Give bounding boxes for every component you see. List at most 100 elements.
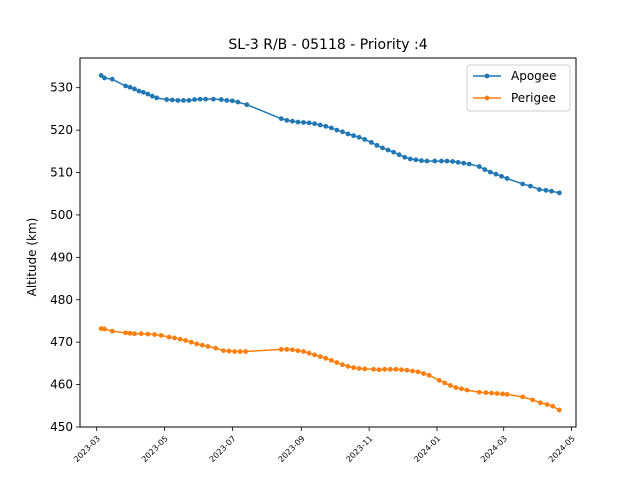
data-point-apogee bbox=[385, 147, 391, 153]
data-point-perigee bbox=[188, 339, 194, 345]
data-point-apogee bbox=[380, 145, 385, 151]
y-tick-label: 480 bbox=[50, 293, 73, 307]
data-point-apogee bbox=[244, 102, 250, 108]
data-point-apogee bbox=[186, 98, 192, 103]
data-point-perigee bbox=[489, 390, 494, 396]
data-point-apogee bbox=[197, 96, 203, 102]
data-point-perigee bbox=[145, 331, 151, 337]
data-point-apogee bbox=[419, 158, 424, 164]
y-tick-label: 450 bbox=[50, 420, 73, 434]
data-point-apogee bbox=[549, 188, 554, 194]
data-point-perigee bbox=[415, 369, 421, 375]
data-point-perigee bbox=[436, 377, 442, 383]
data-point-apogee bbox=[362, 137, 368, 142]
data-point-perigee bbox=[152, 332, 157, 337]
data-point-apogee bbox=[528, 183, 533, 189]
data-point-apogee bbox=[476, 164, 482, 169]
y-tick-label: 530 bbox=[50, 81, 73, 95]
series-layer bbox=[98, 72, 562, 413]
data-point-perigee bbox=[371, 366, 376, 372]
data-point-apogee bbox=[154, 95, 160, 101]
data-point-perigee bbox=[382, 366, 388, 372]
data-point-apogee bbox=[203, 96, 209, 102]
data-point-perigee bbox=[199, 342, 205, 348]
data-point-apogee bbox=[556, 190, 562, 196]
data-point-apogee bbox=[368, 140, 374, 145]
data-point-apogee bbox=[487, 169, 493, 175]
data-point-apogee bbox=[391, 149, 397, 155]
data-point-apogee bbox=[278, 116, 284, 122]
data-point-perigee bbox=[127, 330, 133, 336]
data-point-perigee bbox=[504, 391, 510, 397]
data-point-perigee bbox=[194, 341, 200, 347]
data-point-apogee bbox=[218, 97, 224, 102]
data-point-perigee bbox=[323, 355, 329, 361]
data-point-apogee bbox=[169, 97, 175, 103]
data-point-perigee bbox=[328, 358, 334, 363]
data-point-apogee bbox=[175, 98, 181, 103]
data-point-apogee bbox=[102, 75, 107, 81]
y-tick-label: 500 bbox=[50, 208, 73, 222]
data-point-apogee bbox=[224, 98, 230, 103]
data-point-perigee bbox=[530, 397, 536, 403]
legend-label-apogee: Apogee bbox=[511, 69, 557, 83]
data-point-perigee bbox=[221, 348, 226, 354]
data-point-apogee bbox=[424, 158, 430, 164]
data-point-perigee bbox=[464, 387, 470, 393]
data-point-perigee bbox=[387, 366, 393, 372]
data-point-apogee bbox=[444, 158, 450, 164]
y-axis: 450 460 470 480 490 500 510 520 530 bbox=[50, 81, 80, 434]
data-point-apogee bbox=[413, 157, 419, 163]
data-point-apogee bbox=[317, 122, 323, 128]
data-point-perigee bbox=[158, 332, 164, 338]
data-point-perigee bbox=[538, 400, 543, 406]
data-point-apogee bbox=[493, 171, 499, 177]
data-point-apogee bbox=[323, 123, 329, 129]
data-point-perigee bbox=[550, 403, 556, 409]
data-point-apogee bbox=[407, 156, 413, 162]
data-point-apogee bbox=[295, 119, 301, 125]
data-point-perigee bbox=[177, 336, 183, 342]
data-point-apogee bbox=[356, 134, 362, 140]
data-point-perigee bbox=[340, 362, 345, 368]
data-point-apogee bbox=[123, 83, 128, 89]
axes-frame bbox=[79, 57, 577, 428]
data-point-perigee bbox=[376, 367, 382, 373]
data-point-apogee bbox=[543, 187, 549, 193]
data-point-apogee bbox=[301, 120, 306, 125]
data-point-perigee bbox=[109, 328, 115, 334]
data-point-perigee bbox=[426, 372, 432, 378]
data-point-perigee bbox=[356, 366, 362, 371]
data-point-apogee bbox=[455, 159, 461, 165]
data-point-apogee bbox=[136, 88, 142, 94]
data-point-perigee bbox=[166, 334, 172, 340]
data-point-perigee bbox=[334, 360, 340, 365]
data-point-apogee bbox=[312, 121, 318, 127]
data-point-apogee bbox=[127, 84, 133, 90]
plot-area bbox=[79, 57, 577, 428]
data-point-perigee bbox=[556, 407, 562, 413]
data-point-apogee bbox=[284, 117, 290, 123]
legend-marker-apogee bbox=[484, 73, 490, 79]
data-point-perigee bbox=[483, 390, 489, 396]
data-point-perigee bbox=[290, 347, 295, 353]
data-point-perigee bbox=[312, 352, 318, 358]
y-tick-label: 490 bbox=[50, 250, 73, 264]
data-point-perigee bbox=[442, 380, 448, 386]
data-point-perigee bbox=[183, 338, 189, 343]
data-point-apogee bbox=[132, 86, 137, 92]
data-point-perigee bbox=[123, 330, 128, 336]
data-point-perigee bbox=[237, 349, 243, 354]
legend-items: Apogee Perigee bbox=[473, 69, 557, 105]
data-point-apogee bbox=[181, 98, 186, 103]
chart-title: SL-3 R/B - 05118 - Priority :4 bbox=[228, 37, 427, 53]
data-point-apogee bbox=[396, 152, 402, 158]
data-point-perigee bbox=[447, 383, 453, 388]
data-point-perigee bbox=[399, 367, 404, 373]
y-axis-label: Altitude (km) bbox=[25, 218, 39, 297]
data-point-perigee bbox=[138, 331, 144, 337]
data-point-perigee bbox=[476, 389, 482, 395]
data-point-perigee bbox=[172, 335, 177, 341]
data-point-apogee bbox=[499, 173, 504, 179]
